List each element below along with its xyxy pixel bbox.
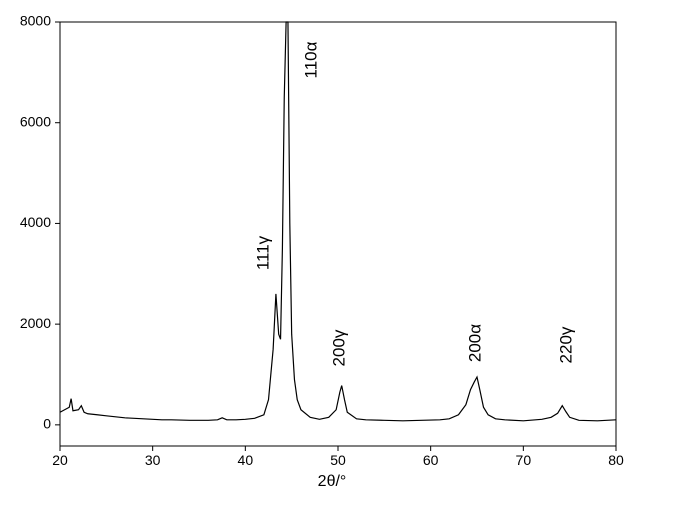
- peak-annotation: 110α: [301, 41, 320, 78]
- y-tick-label: 2000: [20, 315, 51, 331]
- y-tick-label: 4000: [20, 214, 51, 230]
- peak-annotation: 200γ: [329, 329, 348, 366]
- data-line: [59, 21, 617, 422]
- x-tick-label: 70: [516, 452, 532, 468]
- plot-frame: [59, 21, 617, 447]
- x-axis-label: 2θ/°: [318, 473, 347, 490]
- x-tick-label: 30: [145, 452, 161, 468]
- x-tick-label: 40: [238, 452, 254, 468]
- peak-annotation: 220γ: [556, 326, 575, 363]
- y-tick-label: 8000: [20, 13, 51, 29]
- y-tick-label: 0: [43, 416, 51, 432]
- x-tick-label: 80: [608, 452, 624, 468]
- y-tick-label: 6000: [20, 113, 51, 129]
- peak-annotation: 200α: [465, 324, 484, 362]
- x-tick-label: 50: [330, 452, 346, 468]
- x-tick-label: 20: [52, 452, 68, 468]
- peak-annotation: 111γ: [253, 235, 272, 270]
- x-tick-label: 60: [423, 452, 439, 468]
